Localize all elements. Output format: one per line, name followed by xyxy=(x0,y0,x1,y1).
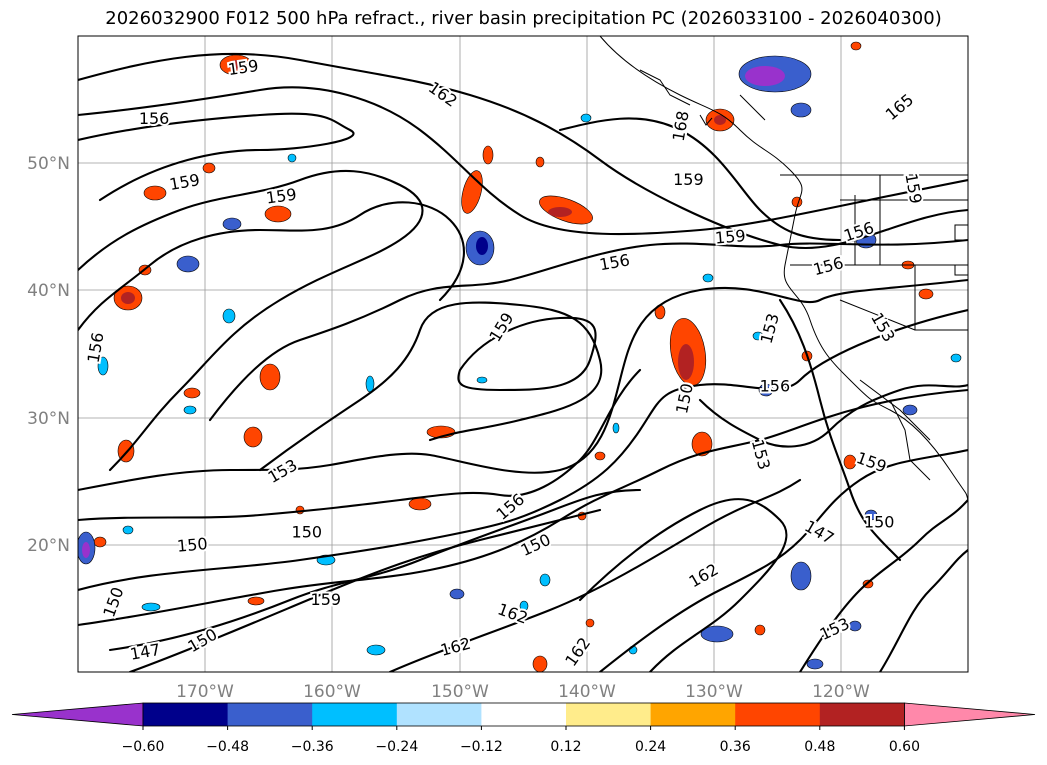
lat-label-40n: 40°N xyxy=(27,281,70,301)
contour-label: 159 xyxy=(265,185,298,208)
colorbar-frame xyxy=(142,702,905,727)
contour-label-halo: 156 xyxy=(139,109,170,128)
colorbar-cell xyxy=(312,703,398,726)
latitude-labels: 50°N 40°N 30°N 20°N xyxy=(27,154,70,556)
contour-label: 159 xyxy=(673,170,704,189)
colorbar-tick-label: 0.48 xyxy=(804,739,835,755)
lon-label-120w: 120°W xyxy=(812,682,870,702)
colorbar-tick-label: −0.12 xyxy=(460,739,503,755)
contour-label: 156 xyxy=(760,376,791,395)
colorbar-tick-label: −0.24 xyxy=(375,739,418,755)
colorbar-tick-label: 0.12 xyxy=(550,739,581,755)
colorbar-cell xyxy=(396,703,482,726)
map-border xyxy=(77,35,969,673)
colorbar-tick-label: −0.48 xyxy=(206,739,249,755)
colorbar-cell xyxy=(143,703,229,726)
contour-label-halo: 156 xyxy=(760,376,791,395)
contour-label: 159 xyxy=(311,590,342,609)
map-title: 2026032900 F012 500 hPa refract., river … xyxy=(105,8,942,29)
colorbar-tick-label: 0.60 xyxy=(889,739,920,755)
map-frame xyxy=(78,36,968,672)
contour-label: 150 xyxy=(864,513,895,532)
contour-label: 159 xyxy=(714,226,746,248)
lon-label-140w: 140°W xyxy=(558,682,616,702)
contour-label-halo: 150 xyxy=(864,513,895,532)
lat-label-20n: 20°N xyxy=(27,536,70,556)
lon-label-160w: 160°W xyxy=(303,682,361,702)
contour-label: 156 xyxy=(139,109,170,128)
colorbar-cell xyxy=(819,703,905,726)
coastlines xyxy=(599,36,968,501)
colorbar-tick-label: 0.36 xyxy=(720,739,751,755)
colorbar-cell xyxy=(227,703,313,726)
colorbar-cell xyxy=(566,703,652,726)
contour-label: 150 xyxy=(176,534,208,556)
lat-label-30n: 30°N xyxy=(27,409,70,429)
colorbar-cell xyxy=(481,703,567,726)
lon-label-150w: 150°W xyxy=(431,682,489,702)
contour-label-halo: 150 xyxy=(292,523,323,542)
lat-label-50n: 50°N xyxy=(27,154,70,174)
lon-label-130w: 130°W xyxy=(685,682,743,702)
lon-label-170w: 170°W xyxy=(176,682,234,702)
colorbar: −0.60 −0.48 −0.36 −0.24 −0.12 0.12 0.24 0.36 0.4… xyxy=(11,702,1036,755)
colorbar-cell xyxy=(650,703,736,726)
contour-label-halo: 159 xyxy=(673,170,704,189)
colorbar-extend-low xyxy=(11,702,144,727)
graticule xyxy=(78,36,968,672)
contour-label-halo: 159 xyxy=(311,590,342,609)
colorbar-tick-label: 0.24 xyxy=(635,739,666,755)
longitude-labels: 170°W 160°W 150°W 140°W 130°W 120°W xyxy=(176,682,870,702)
contour-label: 150 xyxy=(292,523,323,542)
refractivity-contours xyxy=(78,52,968,672)
colorbar-tick-label: −0.60 xyxy=(122,739,165,755)
contour-label: 159 xyxy=(227,56,260,79)
colorbar-cell xyxy=(735,703,821,726)
colorbar-tick-label: −0.36 xyxy=(291,739,334,755)
colorbar-extend-high xyxy=(904,702,1036,727)
